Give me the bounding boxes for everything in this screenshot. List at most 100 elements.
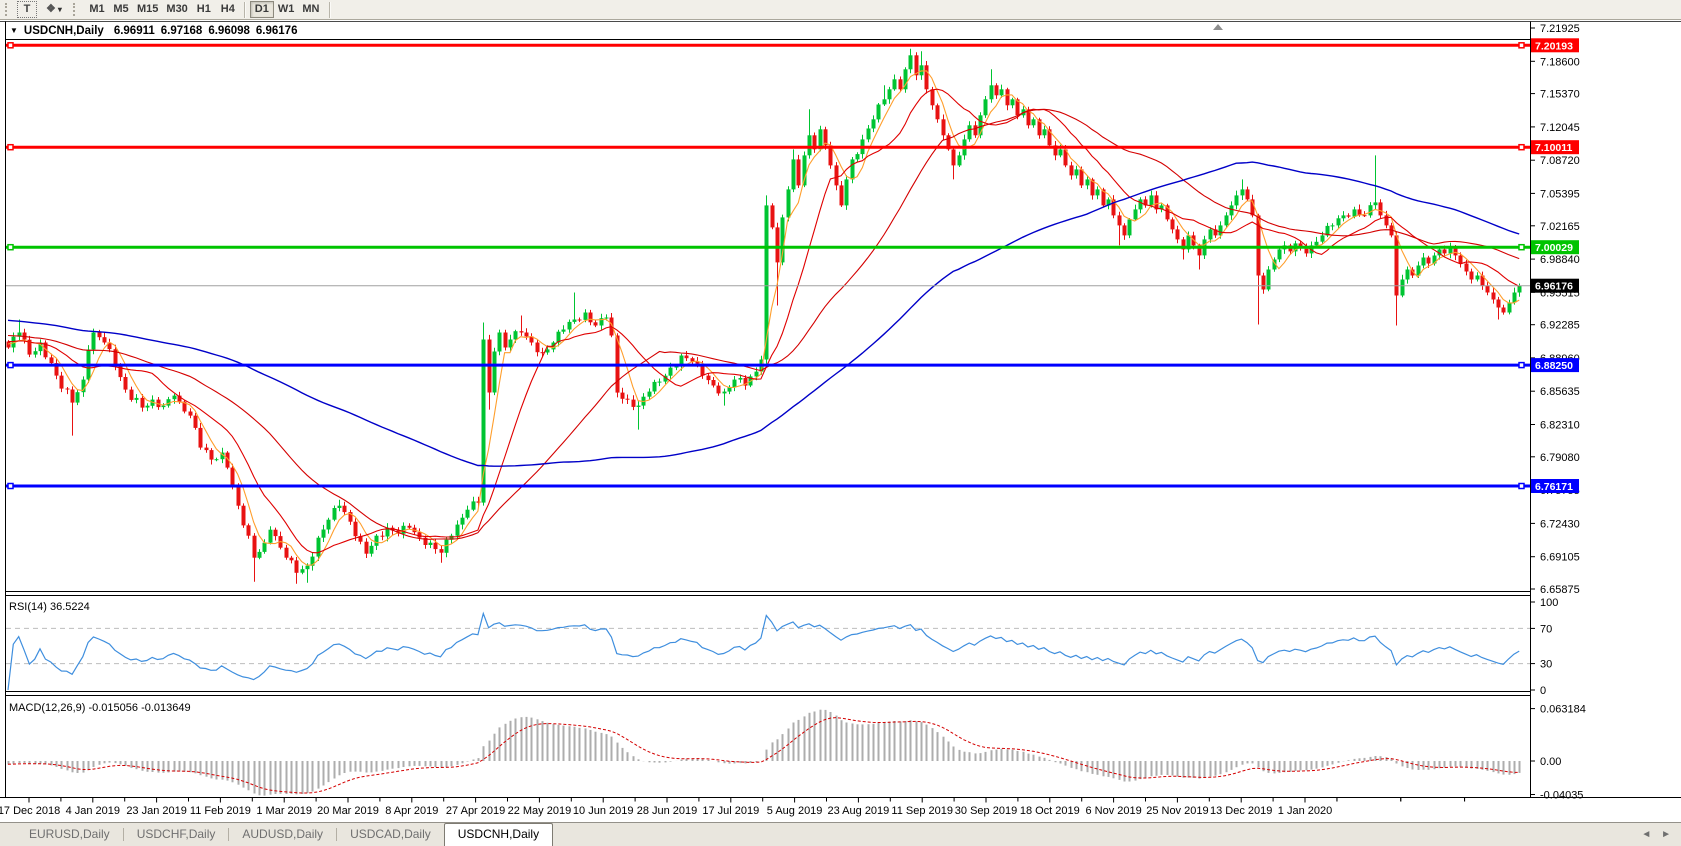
price-badge-label: 7.00029 [1535, 242, 1573, 254]
date-label: 13 Dec 2019 [1210, 805, 1272, 817]
price-badge [1531, 358, 1579, 373]
date-label: 28 Jun 2019 [637, 805, 698, 817]
rsi-label: RSI(14) 36.5224 [9, 601, 90, 613]
date-label: 5 Aug 2019 [767, 805, 823, 817]
line-handle-right[interactable] [1518, 361, 1525, 369]
line-handle-right[interactable] [1518, 482, 1525, 490]
price-tick-label: 7.08720 [1540, 155, 1580, 167]
price-tick-label: 6.85635 [1540, 386, 1580, 398]
rsi-axis-label: 100 [1540, 597, 1558, 609]
price-tick-label: 6.92285 [1540, 320, 1580, 332]
horizontal-lines [6, 42, 1530, 490]
rsi-axis-label: 0 [1540, 685, 1546, 697]
price-badge [1531, 278, 1579, 293]
tab-separator [228, 828, 230, 841]
moving-averages [7, 70, 1520, 566]
price-badge [1531, 38, 1579, 53]
price-tick-label: 6.98840 [1540, 254, 1580, 266]
date-label: 17 Dec 2018 [0, 805, 60, 817]
timeframe-button-M15[interactable]: M15 [133, 1, 162, 18]
price-badges: 7.20193 7.10011 7.00029 6.96176 6.88250 6.761… [1531, 38, 1579, 493]
timeframe-button-MN[interactable]: MN [298, 1, 323, 18]
line-handle-left[interactable] [7, 42, 14, 49]
rsi-panel: 100 70 30 0 [6, 597, 1558, 697]
line-handle-right[interactable] [1518, 42, 1525, 49]
chart-tab-bar: EURUSD,Daily USDCHF,Daily AUDUSD,Daily USDC… [0, 822, 1681, 846]
date-label: 10 Jun 2019 [573, 805, 634, 817]
timeframe-button-M1[interactable]: M1 [85, 1, 109, 18]
line-handle-left[interactable] [7, 482, 14, 490]
line-handle-left[interactable] [7, 143, 14, 151]
candlesticks [6, 48, 1522, 584]
price-tick-label: 6.82310 [1540, 420, 1580, 432]
timeframe-button-M5[interactable]: M5 [109, 1, 133, 18]
macd-axis-label: 0.063184 [1540, 704, 1586, 716]
chart-title-overlay: ▼ USDCNH,Daily 6.96911 6.97168 6.96098 6… [10, 24, 303, 37]
date-label: 1 Mar 2019 [256, 805, 312, 817]
date-label: 18 Oct 2019 [1020, 805, 1080, 817]
price-badge [1531, 479, 1579, 493]
ma-line-34[interactable] [7, 108, 1520, 540]
date-label: 27 Apr 2019 [446, 805, 505, 817]
date-label: 8 Apr 2019 [385, 805, 438, 817]
macd-label: MACD(12,26,9) -0.015056 -0.013649 [9, 702, 191, 714]
collapse-triangle-icon[interactable]: ▼ [10, 26, 18, 35]
ma-line-5[interactable] [7, 70, 1520, 566]
text-tool-button[interactable]: T [17, 1, 37, 18]
toolbar-grip-2[interactable] [73, 3, 78, 16]
rsi-axis-label: 70 [1540, 623, 1552, 635]
tab-usdchf[interactable]: USDCHF,Daily [136, 827, 216, 841]
macd-panel: 0.063184 0.00 -0.04035 [7, 704, 1586, 802]
line-handle-right[interactable] [1518, 243, 1525, 251]
top-toolbar: T ❖ ▾ M1 M5 M15 M30 H1 H4 D1 W1 MN [0, 0, 1681, 20]
tab-scroll-left-icon[interactable]: ◄ [1641, 829, 1652, 840]
date-label: 17 Jul 2019 [702, 805, 759, 817]
toolbar-grip[interactable] [5, 3, 10, 16]
rsi-axis-label: 30 [1540, 659, 1552, 671]
price-tick-label: 7.12045 [1540, 122, 1580, 134]
line-handle-left[interactable] [7, 243, 14, 251]
price-badge [1531, 240, 1579, 255]
ma-line-89[interactable] [7, 161, 1520, 467]
price-tick-label: 6.79080 [1540, 452, 1580, 464]
tab-eurusd[interactable]: EURUSD,Daily [29, 827, 110, 841]
tab-separator [122, 828, 124, 841]
dropdown-arrow-icon: ▾ [57, 5, 62, 14]
line-handle-left[interactable] [7, 361, 14, 369]
price-badge-label: 7.10011 [1535, 142, 1573, 154]
price-tick-label: 6.72430 [1540, 518, 1580, 530]
tab-usdcnh[interactable]: USDCNH,Daily [443, 823, 554, 846]
tab-scroll-right-icon[interactable]: ► [1661, 829, 1671, 840]
date-label: 20 Mar 2019 [317, 805, 379, 817]
timeframe-button-M30[interactable]: M30 [162, 1, 191, 18]
tab-scroll-arrows: ◄ ► [1634, 829, 1671, 840]
date-label: 6 Nov 2019 [1085, 805, 1141, 817]
tab-audusd[interactable]: AUDUSD,Daily [242, 827, 324, 841]
chart-shift-marker-icon[interactable] [1213, 24, 1223, 30]
shapes-tool-button[interactable]: ❖ ▾ [39, 1, 69, 18]
chart-canvas[interactable]: RSI(14) 36.5224 MACD(12,26,9) -0.015056 … [0, 20, 1681, 822]
timeframe-button-H4[interactable]: H4 [216, 1, 240, 18]
timeframe-button-H1[interactable]: H1 [192, 1, 216, 18]
price-badge-label: 6.96176 [1535, 281, 1573, 293]
chart-tabs: EURUSD,Daily USDCHF,Daily AUDUSD,Daily USDC… [16, 823, 554, 846]
price-badge-label: 6.76171 [1535, 481, 1573, 493]
price-axis: 7.21925 7.18600 7.15370 7.12045 7.08720 7.053… [1530, 23, 1580, 596]
price-badge [1531, 140, 1579, 155]
tab-usdcad[interactable]: USDCAD,Daily [350, 827, 431, 841]
ohlc-open: 6.96911 [113, 24, 155, 37]
tab-separator [336, 828, 338, 841]
timeframe-button-D1[interactable]: D1 [249, 1, 274, 18]
price-tick-label: 6.69105 [1540, 552, 1580, 564]
toolbar-separator [329, 1, 332, 18]
date-label: 4 Jan 2019 [66, 805, 120, 817]
ma-line-13[interactable] [7, 88, 1520, 554]
macd-axis-label: 0.00 [1540, 756, 1561, 768]
timeframe-button-group: M1 M5 M15 M30 H1 H4 D1 W1 MN [85, 1, 323, 18]
chart-window: ▼ USDCNH,Daily 6.96911 6.97168 6.96098 6… [0, 20, 1681, 822]
timeframe-button-W1[interactable]: W1 [274, 1, 299, 18]
price-badge-label: 6.88250 [1535, 360, 1573, 372]
chart-symbol-label: USDCNH,Daily [23, 24, 104, 37]
line-handle-right[interactable] [1518, 143, 1525, 151]
